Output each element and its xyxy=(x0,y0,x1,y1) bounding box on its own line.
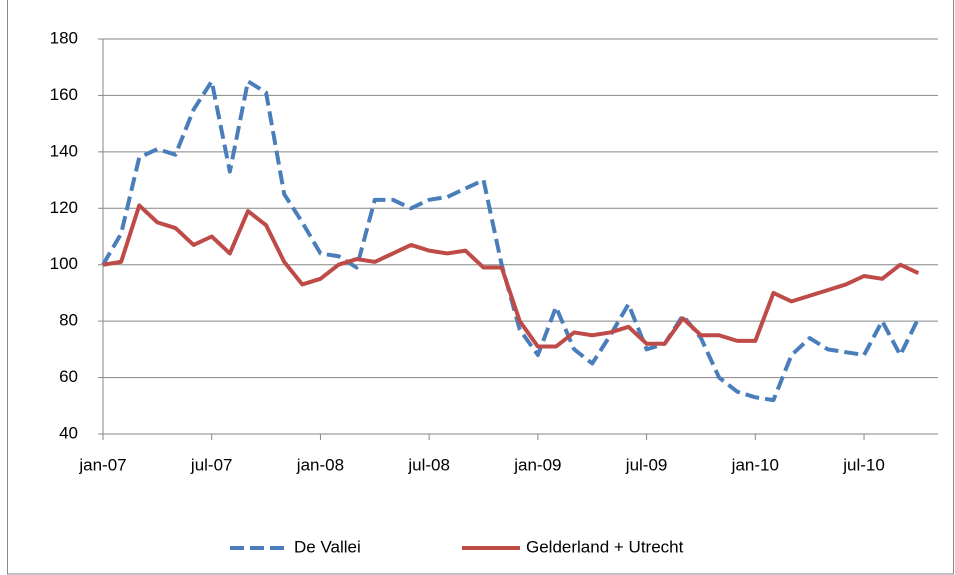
x-tick-label: jul-09 xyxy=(625,455,668,474)
data-line xyxy=(102,203,920,349)
x-tick-label: jul-07 xyxy=(190,455,233,474)
y-tick-label: 180 xyxy=(50,28,78,47)
x-tick-label: jan-10 xyxy=(731,455,779,474)
y-tick-label: 80 xyxy=(59,311,78,330)
legend-label: Gelderland + Utrecht xyxy=(526,537,684,556)
y-tick-label: 40 xyxy=(59,423,78,442)
y-tick-label: 160 xyxy=(50,85,78,104)
x-tick-label: jul-10 xyxy=(842,455,885,474)
y-tick-label: 140 xyxy=(50,141,78,160)
x-tick-label: jul-08 xyxy=(407,455,450,474)
y-tick-label: 120 xyxy=(50,198,78,217)
chart-frame xyxy=(7,0,954,575)
y-tick-label: 100 xyxy=(50,254,78,273)
x-tick-label: jan-08 xyxy=(296,455,344,474)
x-tick-label: jan-07 xyxy=(78,455,126,474)
y-tick-label: 60 xyxy=(59,367,78,386)
x-tick-label: jan-09 xyxy=(513,455,561,474)
legend-label: De Vallei xyxy=(294,537,361,556)
